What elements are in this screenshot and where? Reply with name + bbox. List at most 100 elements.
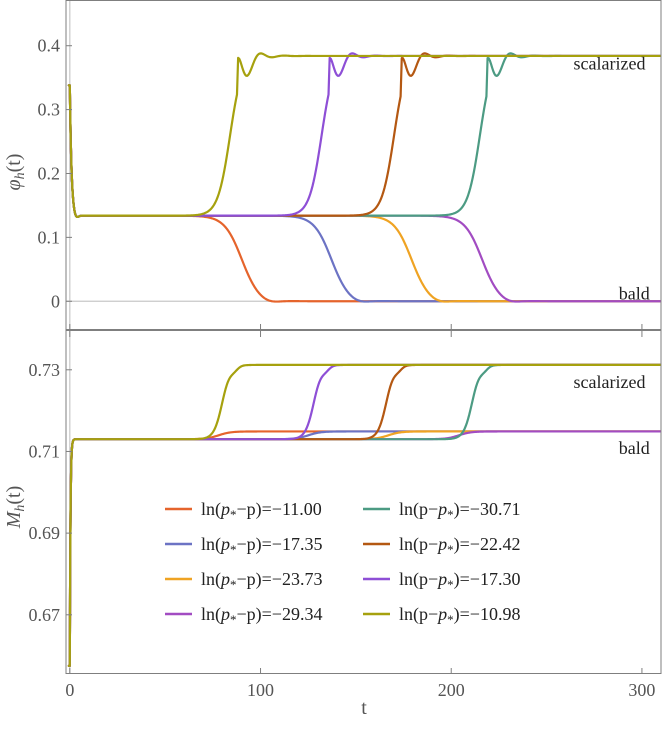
legend-text-part: ln(p− [399,604,438,625]
legend-label: ln(p−p*)=−10.98 [399,604,520,627]
legend-text-part: )=−22.42 [454,534,521,555]
top-y-tick-label: 0 [51,291,60,311]
legend-text-part: −p)=−17.35 [237,534,323,555]
top-series-line [67,84,662,303]
top-y-label-text-tail: (t) [3,154,25,173]
legend-entry: ln(p−p*)=−30.71 [363,499,520,522]
legend-text-sub: * [230,577,237,592]
bottom-y-tick-label: 0.73 [29,360,61,380]
top-y-tick-label: 0.2 [38,163,61,183]
legend-label: ln(p−p*)=−17.30 [399,569,520,592]
top-series-line [67,52,662,219]
bottom-annotation-scalarized: scalarized [574,372,646,392]
top-series-line [67,84,662,303]
top-annotations: scalarized bald [574,54,650,304]
legend-text-part: p [219,569,230,589]
legend-entry: ln(p*−p)=−11.00 [165,499,322,522]
top-series-line [67,52,662,219]
legend-entry: ln(p*−p)=−23.73 [165,569,322,592]
legend-text-sub: * [447,507,454,522]
bottom-x-tick-label: 0 [65,680,74,700]
legend-text-part: p [436,499,447,519]
top-y-axis-label: φh(t) [3,154,28,191]
legend-text-part: )=−17.30 [454,569,521,590]
bottom-y-label-text-sub: h [13,505,28,512]
top-series-line [67,52,662,219]
bottom-y-tick-label: 0.69 [29,523,61,543]
top-y-tick-label: 0.3 [38,100,61,120]
bottom-series-line [67,430,662,667]
legend-text-part: ln(p− [399,534,438,555]
legend: ln(p*−p)=−11.00ln(p*−p)=−17.35ln(p*−p)=−… [165,499,520,627]
top-y-tick-label: 0.4 [38,36,61,56]
bottom-y-label-text-main: M [3,510,25,529]
bottom-series-group [67,363,662,667]
legend-text-part: p [436,604,447,624]
legend-text-part: −p)=−11.00 [237,499,322,520]
top-panel: φh(t) scalarized bald 0 0.1 0.2 0.3 0.4 [3,0,662,330]
bottom-series-line [67,363,662,667]
legend-text-sub: * [230,507,237,522]
legend-label: ln(p*−p)=−29.34 [201,604,322,627]
top-y-label-text: φh(t) [3,154,28,191]
legend-entry: ln(p−p*)=−10.98 [363,604,520,627]
legend-entry: ln(p*−p)=−17.35 [165,534,322,557]
top-plot-frame [65,0,662,330]
legend-text-part: )=−30.71 [454,499,521,520]
legend-label: ln(p*−p)=−17.35 [201,534,322,557]
top-series-line [67,84,662,303]
bottom-x-tick-label: 100 [247,680,274,700]
top-y-tick-label: 0.1 [38,227,61,247]
legend-entry: ln(p−p*)=−17.30 [363,569,520,592]
legend-text-sub: * [230,542,237,557]
top-y-label-text-main: φ [3,179,25,190]
legend-text-sub: * [230,612,237,627]
top-series-line [67,84,662,303]
bottom-y-tick-label: 0.67 [29,605,61,625]
legend-label: ln(p*−p)=−11.00 [201,499,322,522]
top-y-ticks: 0 0.1 0.2 0.3 0.4 [38,36,72,311]
top-zero-lines [66,1,661,330]
legend-entry: ln(p−p*)=−22.42 [363,534,520,557]
top-series-line [67,52,662,219]
legend-text-part: ln(p− [399,569,438,590]
x-axis-label: t [361,697,367,719]
bottom-y-tick-label: 0.71 [29,441,61,461]
bottom-annotation-bald: bald [619,438,650,458]
bottom-x-ticks: 0 100 200 300 [65,331,655,700]
top-annotation-bald: bald [619,284,650,304]
legend-text-part: )=−10.98 [454,604,521,625]
legend-text-part: ln( [201,499,221,520]
legend-entry: ln(p*−p)=−29.34 [165,604,322,627]
bottom-series-line [67,363,662,667]
bottom-panel: Mh(t) scalarized bald 0.67 0.69 0.71 0.73 0 1… [3,330,662,719]
bottom-series-line [67,430,662,667]
legend-text-part: p [219,534,230,554]
legend-text-part: ln( [201,604,221,625]
legend-text-part: ln( [201,534,221,555]
legend-text-part: p [436,534,447,554]
bottom-annotations: scalarized bald [574,372,650,458]
legend-label: ln(p−p*)=−30.71 [399,499,520,522]
legend-text-part: ln(p− [399,499,438,520]
bottom-series-line [67,363,662,667]
bottom-plot-frame [65,330,662,674]
bottom-y-ticks: 0.67 0.69 0.71 0.73 [29,360,72,625]
legend-text-part: p [219,604,230,624]
bottom-x-tick-label: 300 [628,680,655,700]
legend-text-part: −p)=−29.34 [237,604,323,625]
bottom-y-label-text: Mh(t) [3,486,28,530]
legend-text-part: p [436,569,447,589]
legend-label: ln(p*−p)=−23.73 [201,569,322,592]
top-y-label-text-sub: h [13,172,28,179]
legend-text-sub: * [447,612,454,627]
top-annotation-scalarized: scalarized [574,54,646,74]
bottom-y-axis-label: Mh(t) [3,486,28,530]
bottom-series-line [67,430,662,667]
bottom-series-line [67,430,662,667]
bottom-y-label-text-tail: (t) [3,486,25,505]
top-series-group [67,52,662,303]
legend-text-sub: * [447,542,454,557]
bottom-x-tick-label: 200 [438,680,465,700]
